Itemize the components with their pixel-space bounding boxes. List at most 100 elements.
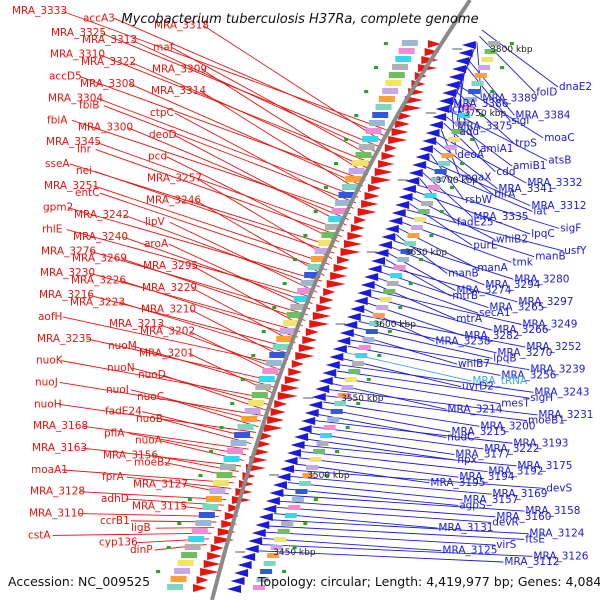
gene-label-reverse: whiB7 xyxy=(458,358,490,370)
feature-block xyxy=(276,336,293,342)
gene-leader-line xyxy=(404,215,535,258)
forward-gene-arrow xyxy=(277,392,298,400)
gene-leader-line xyxy=(123,214,320,288)
forward-gene-arrow xyxy=(316,304,333,312)
gene-leader-line xyxy=(128,433,247,456)
feature-block xyxy=(265,360,282,366)
gene-label-forward: ctpC xyxy=(150,107,174,119)
gene-label-forward: pflA xyxy=(104,427,125,439)
feature-block xyxy=(170,576,187,582)
feature-block xyxy=(395,56,412,62)
forward-gene-arrow xyxy=(221,520,238,528)
feature-block xyxy=(478,65,491,70)
gene-leader-line xyxy=(309,432,455,456)
forward-gene-arrow xyxy=(210,544,224,552)
feature-block xyxy=(272,344,289,350)
gene-leader-line xyxy=(312,426,484,450)
gene-label-forward: nuoB xyxy=(136,413,163,425)
feature-block xyxy=(471,81,484,86)
feature-block xyxy=(328,216,345,222)
gene-leader-line xyxy=(315,420,513,444)
gene-leader-line xyxy=(126,476,232,489)
feature-block xyxy=(407,233,420,238)
gene-leader-line xyxy=(350,339,530,371)
gene-label-forward: sseA xyxy=(45,158,70,170)
forward-gene-arrow xyxy=(207,552,223,560)
gene-label-forward: MRA_3240 xyxy=(73,231,128,243)
gene-label-reverse: atsB xyxy=(548,155,571,167)
gc-marker xyxy=(345,426,350,429)
gene-label-reverse: MRA_3341 xyxy=(498,183,553,195)
gene-label-forward: entC xyxy=(75,187,100,199)
feature-block xyxy=(358,345,371,350)
reverse-gene-arrow xyxy=(255,521,270,529)
gene-leader-line xyxy=(166,156,340,243)
gc-marker xyxy=(230,402,235,405)
feature-block xyxy=(290,304,307,310)
gc-marker xyxy=(187,498,192,501)
feature-block xyxy=(227,448,244,454)
feature-block xyxy=(320,433,333,438)
feature-block xyxy=(251,392,268,398)
forward-gene-arrow xyxy=(312,312,331,320)
gene-leader-line xyxy=(372,289,522,325)
feature-block xyxy=(341,385,354,390)
kbp-tick-label: 3800 kbp xyxy=(490,45,533,55)
feature-block xyxy=(392,64,409,70)
gene-label-forward: accD5 xyxy=(49,71,82,83)
gene-label-reverse: deoA xyxy=(457,149,485,161)
gene-label-forward: lipV xyxy=(145,216,165,228)
feature-block xyxy=(421,201,434,206)
gene-leader-line xyxy=(122,236,313,305)
gene-label-reverse: MRA_3200 xyxy=(480,420,535,432)
gene-label-forward: MRA_3226 xyxy=(71,275,126,287)
forward-gene-arrow xyxy=(350,224,365,232)
gene-label-reverse: moaX xyxy=(461,171,491,183)
forward-gene-arrow xyxy=(343,240,362,248)
gene-leader-line xyxy=(82,425,249,450)
gene-label-reverse: MRA_3169 xyxy=(492,488,547,500)
gene-label-reverse: MRA_tRNA xyxy=(472,375,528,387)
feature-block xyxy=(248,400,265,406)
reverse-gene-arrow xyxy=(448,73,463,81)
feature-block xyxy=(269,352,286,358)
gene-label-reverse: MRA_3222 xyxy=(484,443,539,455)
feature-block xyxy=(458,113,471,118)
gc-marker xyxy=(408,282,413,285)
reverse-gene-arrow xyxy=(425,129,440,137)
feature-block xyxy=(283,320,300,326)
kbp-tick-label: 3700 kbp xyxy=(436,176,479,186)
gc-marker xyxy=(470,138,475,141)
feature-block xyxy=(311,256,328,262)
gene-label-reverse: MRA_3126 xyxy=(533,550,588,562)
feature-block xyxy=(345,176,362,182)
gene-label-forward: MRA_3235 xyxy=(37,333,92,345)
gene-leader-line xyxy=(61,469,234,484)
feature-block xyxy=(295,489,308,494)
feature-block xyxy=(378,96,395,102)
gene-leader-line xyxy=(285,488,459,506)
gene-label-forward: nuoJ xyxy=(35,376,58,388)
gene-label-reverse: mtrB xyxy=(452,290,478,302)
gene-leader-line xyxy=(326,395,528,422)
gene-leader-line xyxy=(438,135,527,184)
feature-block xyxy=(223,456,240,462)
gene-label-forward: fbiB xyxy=(79,100,99,112)
gene-label-forward: MRA_3163 xyxy=(32,442,87,454)
gene-label-reverse: MRA_3177 xyxy=(455,449,510,461)
kbp-tick-label: 3500 kbp xyxy=(307,471,350,481)
kbp-tick-label: 3600 kbp xyxy=(374,320,417,330)
feature-block xyxy=(241,416,258,422)
gene-label-forward: MRA_3333 xyxy=(12,5,67,17)
gene-label-forward: deoD xyxy=(149,129,177,141)
gene-leader-line xyxy=(169,221,318,293)
gc-marker xyxy=(387,330,392,333)
forward-gene-arrow xyxy=(391,128,409,136)
feature-block xyxy=(365,329,378,334)
reverse-gene-arrow xyxy=(398,193,413,201)
forward-gene-arrow xyxy=(427,40,441,48)
gc-marker xyxy=(166,546,171,549)
gc-marker xyxy=(398,306,403,309)
gene-leader-line xyxy=(94,170,335,254)
gc-marker xyxy=(500,66,505,69)
